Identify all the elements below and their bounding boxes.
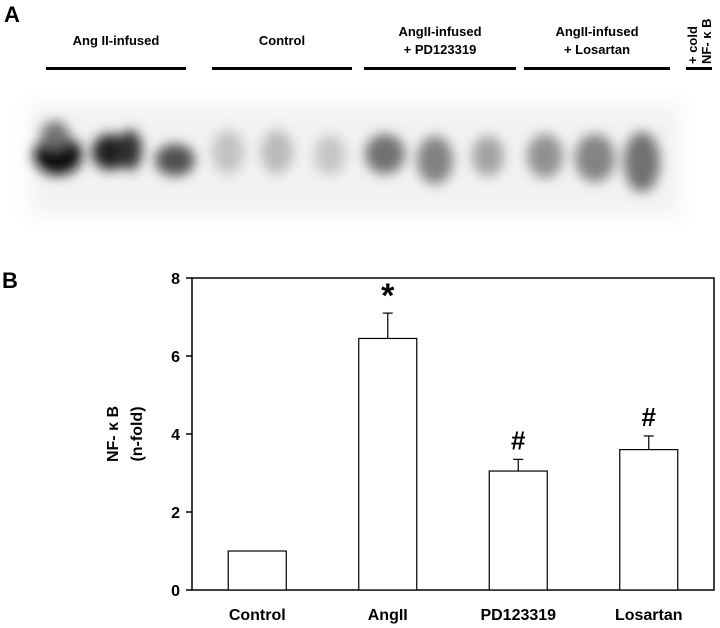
bar xyxy=(358,337,418,591)
group-bar-pd123319 xyxy=(364,67,516,70)
x-tick-label: Control xyxy=(229,607,286,624)
bar-chart: 0 2 4 6 8 Control AngII PD123319 Losartan * # # NF… xyxy=(105,271,715,624)
group-label-line: + Losartan xyxy=(563,42,631,57)
panel-b-letter: B xyxy=(2,268,18,293)
y-axis-label-line: (n-fold) xyxy=(129,406,146,461)
group-label-losartan: AngII-infused + Losartan xyxy=(524,23,670,59)
bar xyxy=(227,550,287,591)
group-bar-angii-infused xyxy=(46,67,186,70)
group-label-line: AngII-infused xyxy=(555,24,639,39)
cold-competitor-label: + cold NF- κ B xyxy=(685,18,714,64)
y-axis-label-line: NF- κ B xyxy=(105,406,122,462)
chart-axes: 0 2 4 6 8 Control AngII PD123319 Losartan xyxy=(171,271,715,624)
y-tick-label: 4 xyxy=(171,427,180,444)
group-label-control: Control xyxy=(212,32,352,50)
y-tick-label: 0 xyxy=(171,583,180,600)
group-bar-control xyxy=(212,67,352,70)
cold-label-line: NF- κ B xyxy=(699,18,714,64)
group-label-line: AngII-infused xyxy=(398,24,482,39)
group-label-line: Ang II-infused xyxy=(72,33,160,48)
significance-marker: # xyxy=(511,425,526,455)
group-label-line: + PD123319 xyxy=(403,42,477,57)
group-label-angii-infused: Ang II-infused xyxy=(46,32,186,50)
y-axis-label: NF- κ B (n-fold) xyxy=(105,406,146,462)
panel-a-letter: A xyxy=(4,2,20,27)
y-tick-label: 8 xyxy=(171,271,180,288)
group-bar-cold xyxy=(686,67,712,70)
x-tick-label: Losartan xyxy=(615,607,683,624)
significance-marker: * xyxy=(381,277,395,315)
x-tick-label: AngII xyxy=(368,607,408,624)
y-tick-label: 6 xyxy=(171,349,180,366)
significance-marker: # xyxy=(642,402,657,432)
group-label-pd123319: AngII-infused + PD123319 xyxy=(364,23,516,59)
group-bar-losartan xyxy=(524,67,670,70)
bar xyxy=(619,449,679,591)
group-label-line: Control xyxy=(258,33,306,48)
gel-haze xyxy=(30,105,680,215)
emsa-gel-image xyxy=(30,105,680,215)
bar xyxy=(488,470,548,591)
x-tick-label: PD123319 xyxy=(480,607,556,624)
cold-label-line: + cold xyxy=(685,26,700,64)
y-tick-label: 2 xyxy=(171,505,180,522)
chart-bars: * # # xyxy=(227,277,679,591)
